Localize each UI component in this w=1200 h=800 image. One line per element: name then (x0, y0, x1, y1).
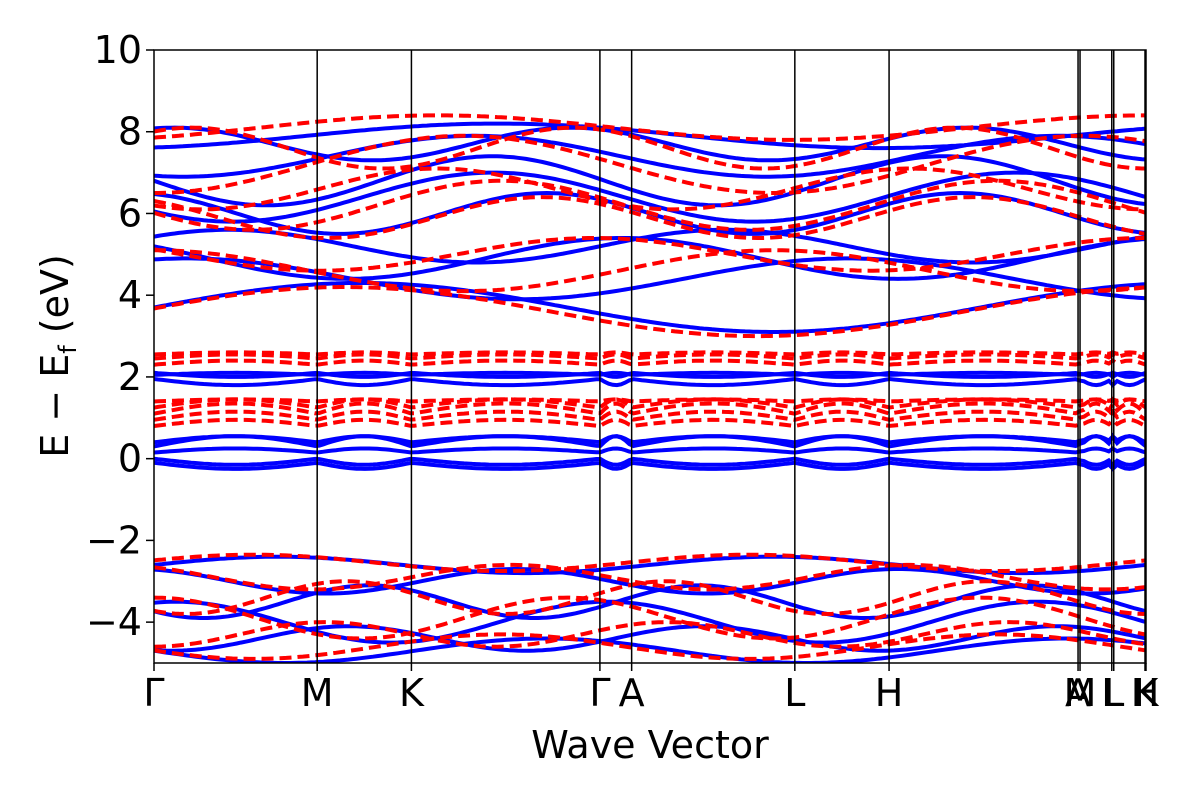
band-line-solid (154, 456, 1146, 468)
kpoint-label: M (1064, 671, 1097, 715)
band-line-solid (154, 280, 1146, 334)
band-line-solid (154, 121, 1146, 151)
y-axis-title: E − Ef (eV) (33, 254, 82, 458)
band-line-solid (154, 370, 1146, 380)
band-line-solid (154, 636, 1146, 663)
band-line-solid (154, 236, 1146, 281)
band-line-dashed (154, 396, 1146, 410)
kpoint-label: L (1101, 671, 1122, 715)
y-tick-label: 6 (118, 191, 142, 235)
y-tick-label: 0 (118, 437, 142, 481)
band-line-dashed (154, 125, 1146, 171)
band-line-dashed (154, 195, 1146, 240)
y-tick-label: 8 (118, 110, 142, 154)
kpoint-label: M (301, 671, 334, 715)
band-line-dashed (154, 113, 1146, 142)
y-axis-title-unit: (eV) (33, 254, 77, 345)
y-tick-label: 2 (118, 355, 142, 399)
band-line-dashed (154, 399, 1146, 416)
band-line-dashed (154, 552, 1146, 573)
band-line-dashed (154, 285, 1146, 339)
band-line-dashed (154, 632, 1146, 661)
y-tick-label: 10 (94, 28, 142, 72)
band-line-dashed (154, 133, 1146, 195)
kpoint-label: K (399, 671, 425, 715)
band-line-dashed (154, 417, 1146, 429)
band-line-solid (154, 154, 1146, 208)
x-axis-title: Wave Vector (531, 723, 769, 767)
kpoint-label: Γ (143, 671, 164, 715)
band-line-solid (154, 599, 1146, 645)
bands-group (154, 113, 1146, 663)
plot-frame (153, 49, 1147, 664)
y-axis-title-subscript: f (54, 345, 82, 354)
band-line-solid (154, 170, 1146, 224)
kpoint-label: A (1065, 671, 1091, 715)
band-line-dashed (154, 350, 1146, 357)
band-line-dashed (154, 579, 1146, 617)
kpoint-lines-group (316, 50, 1146, 663)
band-line-dashed (154, 178, 1146, 232)
band-line-dashed (154, 248, 1146, 294)
kpoint-label: L (784, 671, 805, 715)
band-line-dashed (154, 397, 1146, 404)
y-axis-ticks: −4 −2 0 2 4 6 8 10 (86, 28, 154, 644)
kpoint-label: L (1103, 671, 1124, 715)
band-line-solid (154, 446, 1146, 455)
y-axis-title-main: E − E (33, 354, 77, 458)
kpoint-label: H (1131, 671, 1160, 715)
band-line-dashed (154, 358, 1146, 367)
y-tick-label: 4 (118, 273, 142, 317)
band-line-dashed (154, 620, 1146, 649)
band-line-solid (154, 376, 1146, 388)
band-line-dashed (154, 408, 1146, 422)
kpoint-label: H (875, 671, 904, 715)
band-line-dashed (154, 236, 1146, 273)
y-tick-label: −2 (86, 518, 142, 562)
band-line-solid (154, 433, 1146, 445)
band-line-solid (154, 460, 1146, 472)
kpoint-label: Γ (589, 671, 610, 715)
kpoint-label: K (1134, 671, 1160, 715)
band-line-dashed (154, 352, 1146, 361)
band-line-solid (154, 256, 1146, 302)
band-line-dashed (154, 595, 1146, 641)
band-line-dashed (154, 166, 1146, 212)
band-line-dashed (154, 562, 1146, 592)
band-line-solid (154, 583, 1146, 620)
kpoint-label: A (619, 671, 645, 715)
y-tick-label: −4 (86, 600, 142, 644)
x-axis-ticks: Γ M K Γ A L H AM LL HK (143, 663, 1160, 715)
